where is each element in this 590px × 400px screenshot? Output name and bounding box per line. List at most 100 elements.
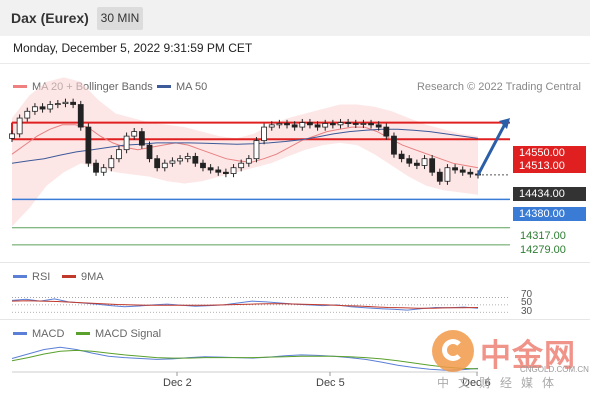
candle-down bbox=[429, 158, 436, 173]
candle-down bbox=[459, 169, 466, 173]
legend-swatch-rsi-ma bbox=[62, 274, 76, 278]
candle-down bbox=[77, 104, 84, 128]
candle-up bbox=[238, 162, 245, 169]
candle-up bbox=[123, 135, 130, 151]
legend-macd: MACD bbox=[13, 328, 64, 340]
top-bar: Dax (Eurex) 30 MIN bbox=[0, 0, 590, 36]
watermark-logo-icon bbox=[432, 330, 474, 372]
candle-down bbox=[146, 144, 153, 160]
candle-up bbox=[444, 167, 451, 182]
candle-up bbox=[322, 123, 329, 128]
legend-swatch-rsi bbox=[13, 274, 27, 278]
candle-down bbox=[291, 124, 298, 128]
watermark-url: CNGOLD.COM.CN bbox=[520, 365, 589, 374]
candle-up bbox=[337, 122, 344, 126]
candle-down bbox=[345, 122, 352, 124]
candle-up bbox=[108, 158, 115, 169]
candle-up bbox=[24, 110, 31, 119]
candle-down bbox=[85, 126, 92, 164]
legend-macd-label: MACD bbox=[32, 328, 65, 340]
candle-up bbox=[32, 106, 38, 112]
legend-swatch-ma50 bbox=[157, 84, 171, 88]
candle-down bbox=[307, 122, 313, 126]
candle-up bbox=[54, 103, 61, 106]
research-credit: Research © 2022 Trading Central bbox=[416, 81, 581, 93]
legend-rsi-label: RSI bbox=[32, 271, 51, 283]
candle-down bbox=[207, 167, 214, 171]
watermark: 中金网 CNGOLD.COM.CN 中文财经媒体 bbox=[432, 330, 589, 390]
candle-down bbox=[436, 171, 443, 182]
legend-ma50: MA 50 bbox=[157, 81, 207, 93]
rsi-level-30: 30 bbox=[521, 306, 533, 317]
candle-up bbox=[421, 158, 428, 166]
candle-down bbox=[154, 158, 161, 169]
resistance-tag-2: 14513.00 bbox=[513, 159, 586, 173]
legend-swatch-bollinger bbox=[13, 84, 27, 88]
candle-down bbox=[223, 171, 229, 174]
forecast-arrow-head bbox=[499, 118, 510, 130]
pivot-tag: 14380.00 bbox=[513, 207, 586, 221]
candle-down bbox=[391, 135, 397, 155]
divider bbox=[0, 63, 590, 64]
candle-up bbox=[177, 158, 183, 162]
legend-ma50-label: MA 50 bbox=[176, 81, 208, 93]
candle-down bbox=[383, 126, 390, 137]
instrument-title: Dax (Eurex) bbox=[11, 10, 89, 26]
chart-datetime: Monday, December 5, 2022 9:31:59 PM CET bbox=[13, 41, 253, 55]
candle-up bbox=[299, 122, 306, 128]
candle-up bbox=[116, 149, 122, 160]
rsi-level-70: 70 bbox=[521, 289, 533, 300]
macd-signal-line bbox=[11, 349, 479, 370]
candle-down bbox=[215, 169, 222, 173]
candle-down bbox=[452, 167, 458, 171]
legend-rsi-ma-label: 9MA bbox=[81, 271, 104, 283]
macd-panel-divider bbox=[0, 319, 590, 320]
candle-up bbox=[47, 104, 54, 110]
x-tick-label: Dec 2 bbox=[163, 377, 192, 389]
candle-down bbox=[398, 153, 405, 160]
candle-down bbox=[192, 156, 199, 164]
candle-up bbox=[169, 160, 176, 164]
candle-down bbox=[368, 123, 374, 126]
candle-up bbox=[100, 167, 107, 173]
legend-rsi: RSI bbox=[13, 271, 50, 283]
resistance-tag-1: 14550.00 bbox=[513, 146, 586, 160]
candle-up bbox=[16, 117, 23, 135]
timeframe-selector[interactable]: 30 MIN bbox=[97, 7, 143, 30]
support-label-2: 14279.00 bbox=[520, 244, 566, 256]
rsi-ma-line bbox=[11, 300, 479, 309]
forecast-arrow bbox=[476, 121, 508, 176]
legend-macd-signal: MACD Signal bbox=[76, 328, 161, 340]
candle-up bbox=[261, 126, 267, 142]
candle-up bbox=[245, 158, 252, 164]
candle-down bbox=[467, 171, 474, 175]
candle-up bbox=[230, 167, 237, 174]
candle-up bbox=[360, 123, 367, 125]
candle-down bbox=[200, 162, 206, 169]
x-tick-label: Dec 6 bbox=[462, 377, 491, 389]
watermark-subtitle: 中文财经媒体 bbox=[437, 376, 564, 390]
candle-down bbox=[70, 101, 77, 105]
candle-down bbox=[352, 123, 359, 125]
candle-up bbox=[9, 133, 15, 139]
x-tick-label: Dec 5 bbox=[316, 377, 345, 389]
candle-up bbox=[131, 131, 138, 137]
candle-up bbox=[253, 140, 260, 160]
candle-up bbox=[184, 156, 191, 160]
legend-swatch-macd bbox=[13, 331, 27, 335]
candle-down bbox=[93, 162, 99, 173]
candle-down bbox=[314, 124, 321, 128]
candle-down bbox=[284, 123, 290, 126]
candle-up bbox=[276, 123, 283, 126]
candle-down bbox=[138, 131, 145, 146]
candle-down bbox=[375, 124, 382, 128]
last-price-tag: 14434.00 bbox=[513, 187, 586, 201]
legend-rsi-ma: 9MA bbox=[62, 271, 104, 283]
legend-swatch-macd-signal bbox=[76, 331, 90, 335]
candle-down bbox=[39, 106, 46, 110]
legend-macd-signal-label: MACD Signal bbox=[95, 328, 162, 340]
watermark-title: 中金网 bbox=[480, 338, 576, 374]
rsi-panel-divider bbox=[0, 262, 590, 263]
bollinger-band-area bbox=[12, 77, 478, 227]
